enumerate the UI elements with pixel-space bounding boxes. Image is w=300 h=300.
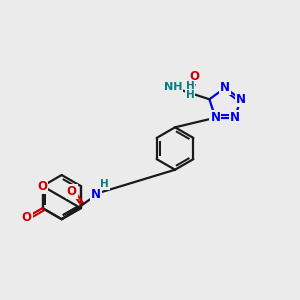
Text: O: O bbox=[67, 185, 76, 198]
Text: H: H bbox=[100, 179, 109, 189]
Text: O: O bbox=[22, 211, 32, 224]
Text: NH: NH bbox=[164, 82, 183, 92]
Text: O: O bbox=[190, 70, 200, 83]
Text: N: N bbox=[91, 188, 101, 201]
Text: H: H bbox=[186, 90, 194, 100]
Text: H: H bbox=[186, 81, 194, 91]
Text: N: N bbox=[230, 111, 240, 124]
Text: N: N bbox=[236, 93, 246, 106]
Text: O: O bbox=[38, 180, 47, 193]
Text: N: N bbox=[220, 81, 230, 94]
Text: N: N bbox=[210, 111, 220, 124]
